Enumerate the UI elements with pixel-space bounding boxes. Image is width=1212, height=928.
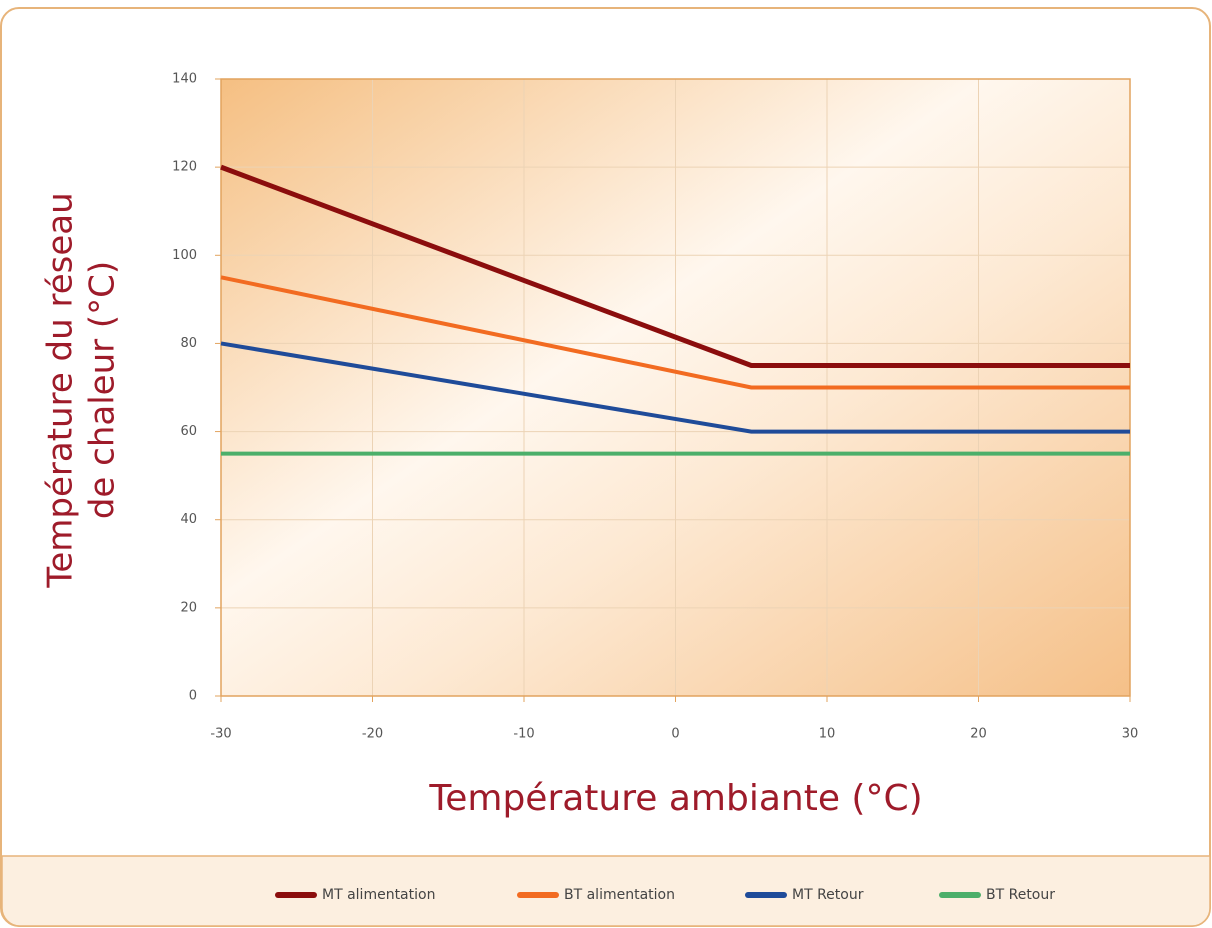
data-line — [220, 275, 1130, 390]
x-tick-label: -30 — [210, 727, 231, 742]
data-line — [220, 164, 1130, 368]
legend-label: BT alimentation — [564, 887, 675, 903]
y-tick-label: 0 — [189, 689, 197, 704]
y-tick-label: 100 — [172, 248, 197, 263]
x-axis-title: Température ambiante (°C) — [428, 778, 922, 819]
y-axis-title: Température du réseau — [41, 192, 81, 588]
y-tick-label: 80 — [180, 336, 197, 351]
x-tick-label: 10 — [819, 727, 836, 742]
data-line — [220, 341, 1130, 434]
x-tick-label: 20 — [970, 727, 987, 742]
y-axis-title: de chaleur (°C) — [83, 261, 123, 519]
x-tick-label: 30 — [1122, 727, 1139, 742]
legend-label: MT Retour — [792, 887, 864, 903]
legend-label: MT alimentation — [322, 887, 435, 903]
legend-label: BT Retour — [986, 887, 1055, 903]
y-tick-label: 120 — [172, 160, 197, 175]
x-tick-label: -10 — [513, 727, 534, 742]
y-tick-label: 40 — [180, 512, 197, 527]
legend-strip — [1, 855, 1211, 927]
y-tick-label: 20 — [180, 600, 197, 615]
y-tick-label: 140 — [172, 72, 197, 87]
x-tick-label: -20 — [362, 727, 383, 742]
y-tick-label: 60 — [180, 424, 197, 439]
x-tick-label: 0 — [671, 727, 679, 742]
